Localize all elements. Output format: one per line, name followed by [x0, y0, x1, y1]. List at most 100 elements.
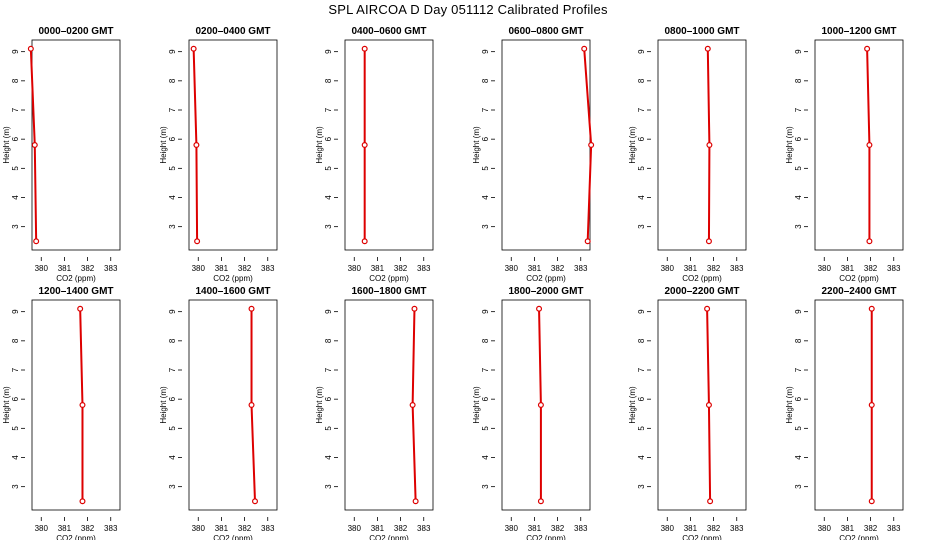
y-axis-label: Height (m) [159, 386, 168, 424]
x-tick-label: 381 [528, 524, 542, 533]
data-point [588, 142, 595, 149]
data-point [868, 305, 875, 312]
x-tick-label: 380 [661, 524, 675, 533]
x-tick-label: 380 [505, 264, 519, 273]
plot-frame [657, 299, 747, 511]
profile-panel: 0200–0400 GMT 380 381 382 383 CO2 (ppm) 3 4 5 6 7 8… [159, 26, 278, 283]
x-tick-label: 381 [841, 264, 855, 273]
x-tick-label: 380 [505, 524, 519, 533]
y-tick-label: 6 [324, 396, 333, 401]
y-tick-label: 9 [481, 309, 490, 314]
y-axis-label: Height (m) [2, 126, 11, 164]
y-tick-label: 4 [324, 195, 333, 200]
y-tick-label: 5 [11, 426, 20, 431]
y-tick-label: 9 [637, 49, 646, 54]
y-tick-label: 6 [481, 396, 490, 401]
data-point [866, 238, 873, 245]
plot-frame [657, 39, 747, 251]
x-tick-label: 381 [371, 524, 385, 533]
data-point [537, 402, 544, 409]
x-tick-label: 382 [864, 524, 878, 533]
data-point [705, 238, 712, 245]
x-tick-label: 381 [215, 524, 229, 533]
profile-panel: 1800–2000 GMT 380 381 382 383 CO2 (ppm) 3 4 5 6 7 8… [472, 286, 591, 540]
y-tick-label: 9 [168, 49, 177, 54]
data-point [536, 305, 543, 312]
x-axis-label: CO2 (ppm) [56, 534, 96, 540]
data-point [361, 238, 368, 245]
y-axis-label: Height (m) [159, 126, 168, 164]
data-point [190, 45, 197, 52]
panel-title: 2200–2400 GMT [821, 286, 896, 297]
x-tick-label: 380 [818, 524, 832, 533]
x-tick-label: 381 [841, 524, 855, 533]
y-tick-label: 3 [324, 484, 333, 489]
x-tick-label: 383 [574, 524, 588, 533]
x-tick-label: 381 [58, 264, 72, 273]
x-axis-label: CO2 (ppm) [56, 274, 96, 283]
y-tick-label: 7 [168, 107, 177, 112]
profile-panel: 2200–2400 GMT 380 381 382 383 CO2 (ppm) 3 4 5 6 7 8… [785, 286, 904, 540]
data-point [409, 402, 416, 409]
y-axis-label: Height (m) [472, 386, 481, 424]
plot-frame [188, 299, 278, 511]
profile-panel: 1400–1600 GMT 380 381 382 383 CO2 (ppm) 3 4 5 6 7 8… [159, 286, 278, 540]
panel-title: 0000–0200 GMT [38, 26, 113, 37]
x-tick-label: 383 [887, 524, 901, 533]
x-axis-label: CO2 (ppm) [369, 274, 409, 283]
y-tick-label: 9 [637, 309, 646, 314]
plot-frame [344, 299, 434, 511]
y-tick-label: 5 [324, 166, 333, 171]
y-tick-label: 9 [324, 49, 333, 54]
y-tick-label: 8 [481, 338, 490, 343]
panel-title: 1200–1400 GMT [38, 286, 113, 297]
y-tick-label: 4 [324, 455, 333, 460]
y-tick-label: 7 [794, 367, 803, 372]
data-point [704, 305, 711, 312]
panel-title: 1400–1600 GMT [195, 286, 270, 297]
profile-panel: 0400–0600 GMT 380 381 382 383 CO2 (ppm) 3 4 5 6 7 8… [315, 26, 434, 283]
x-tick-label: 381 [371, 264, 385, 273]
x-tick-label: 381 [215, 264, 229, 273]
data-point [705, 402, 712, 409]
panel-title: 0200–0400 GMT [195, 26, 270, 37]
y-tick-label: 6 [168, 136, 177, 141]
y-tick-label: 8 [794, 338, 803, 343]
x-tick-label: 380 [192, 264, 206, 273]
y-tick-label: 4 [794, 455, 803, 460]
data-point [77, 305, 84, 312]
y-tick-label: 5 [794, 166, 803, 171]
data-point [707, 498, 714, 505]
y-axis-label: Height (m) [472, 126, 481, 164]
y-tick-label: 8 [168, 78, 177, 83]
y-tick-label: 7 [794, 107, 803, 112]
y-axis-label: Height (m) [2, 386, 11, 424]
x-tick-label: 380 [348, 524, 362, 533]
panel-title: 1600–1800 GMT [351, 286, 426, 297]
x-axis-label: CO2 (ppm) [526, 274, 566, 283]
x-tick-label: 383 [104, 264, 118, 273]
data-point [33, 238, 40, 245]
y-tick-label: 5 [637, 426, 646, 431]
panel-title: 0400–0600 GMT [351, 26, 426, 37]
data-point [361, 45, 368, 52]
y-tick-label: 3 [481, 484, 490, 489]
y-tick-label: 9 [481, 49, 490, 54]
y-axis-label: Height (m) [785, 126, 794, 164]
y-tick-label: 8 [637, 78, 646, 83]
plot-frame [501, 39, 591, 251]
data-point [864, 45, 871, 52]
y-tick-label: 8 [481, 78, 490, 83]
data-point [248, 402, 255, 409]
y-tick-label: 5 [168, 426, 177, 431]
x-axis-label: CO2 (ppm) [369, 534, 409, 540]
y-tick-label: 6 [794, 396, 803, 401]
y-tick-label: 4 [168, 195, 177, 200]
y-tick-label: 5 [324, 426, 333, 431]
data-point [537, 498, 544, 505]
data-point [31, 142, 38, 149]
y-tick-label: 8 [168, 338, 177, 343]
x-tick-label: 383 [887, 264, 901, 273]
y-tick-label: 4 [637, 195, 646, 200]
plot-frame [814, 299, 904, 511]
